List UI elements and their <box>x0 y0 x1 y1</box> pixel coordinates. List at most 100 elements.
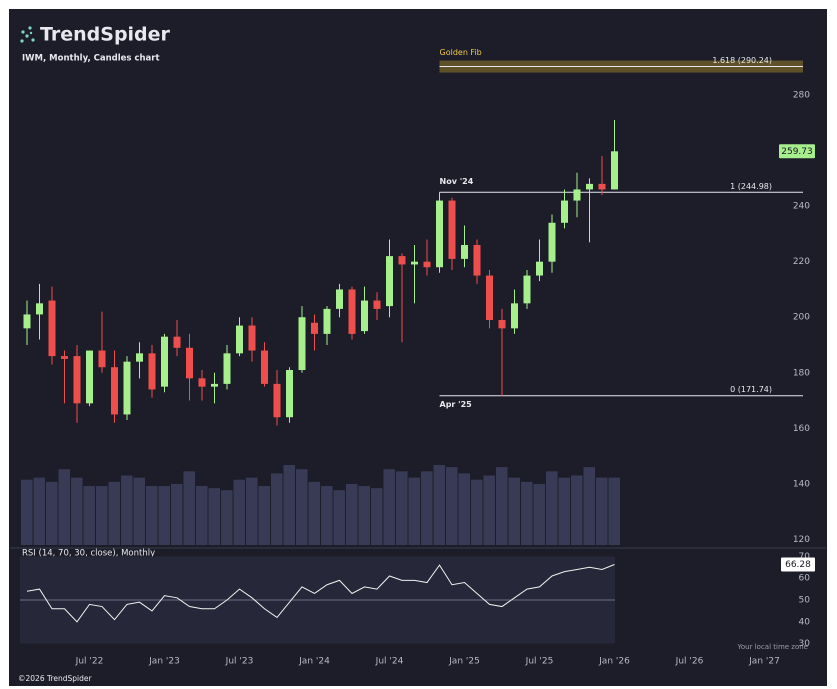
rsi-tick-label: 40 <box>799 617 811 627</box>
candle-body <box>461 245 468 259</box>
candle-body <box>598 183 606 190</box>
volume-bar <box>283 465 295 545</box>
volume-bar <box>383 469 395 545</box>
fib-label: 1.618 (290.24) <box>712 56 772 65</box>
candle-body <box>236 325 243 354</box>
volume-bar <box>521 481 533 545</box>
candle-body <box>523 275 531 304</box>
candle-body <box>548 222 556 262</box>
volume-bar <box>158 486 170 545</box>
candle-body <box>61 356 68 359</box>
candle-body <box>411 261 418 265</box>
volume-bar <box>533 483 545 545</box>
candle-body <box>211 383 218 387</box>
fib-label: 1 (244.98) <box>730 182 772 191</box>
y-tick-label: 240 <box>793 202 810 212</box>
candle-body <box>86 350 93 404</box>
copyright: ©2026 TrendSpider <box>18 674 92 683</box>
volume-bar <box>558 477 570 545</box>
volume-bar <box>596 477 608 545</box>
y-tick-label: 220 <box>793 257 810 267</box>
x-tick-label: Jul '25 <box>525 657 554 667</box>
candle-body <box>273 383 281 418</box>
x-tick-label: Jan '24 <box>298 657 330 667</box>
candle-body <box>123 361 131 415</box>
volume-bar <box>508 477 520 545</box>
rsi-last-label: 66.28 <box>785 560 811 570</box>
volume-bar <box>333 490 345 545</box>
volume-bar <box>33 477 45 545</box>
x-tick-label: Jan '25 <box>448 657 480 667</box>
volume-bar <box>546 471 558 545</box>
volume-bar <box>121 475 133 545</box>
volume-bar <box>458 473 470 545</box>
rsi-tick-label: 70 <box>799 552 811 562</box>
volume-bar <box>146 486 158 545</box>
candle-body <box>36 303 43 315</box>
candle-body <box>98 350 106 368</box>
volume-bar <box>271 473 283 545</box>
volume-bar <box>171 483 183 545</box>
volume-bar <box>446 467 458 545</box>
chart-title: IWM, Monthly, Candles chart <box>22 54 160 64</box>
candle-body <box>498 320 506 329</box>
candle-body <box>511 303 518 329</box>
candle-body <box>298 317 306 370</box>
x-tick-label: Jul '23 <box>225 657 254 667</box>
last-price-label: 259.73 <box>781 147 813 157</box>
volume-bar <box>308 481 320 545</box>
volume-bar <box>421 471 433 545</box>
last-price-box <box>779 144 815 159</box>
volume-bar <box>483 475 495 545</box>
volume-bar <box>58 469 70 545</box>
volume-bar <box>196 486 208 545</box>
candle-body <box>111 367 118 415</box>
candle-body <box>373 300 381 309</box>
fib-start-label: Nov '24 <box>440 177 474 186</box>
candle-body <box>561 200 568 223</box>
timezone-note: Your local time zone <box>737 643 808 651</box>
candle-body <box>486 275 493 320</box>
volume-bar <box>46 481 58 545</box>
candle-body <box>398 256 406 265</box>
rsi-line <box>26 564 615 623</box>
candle-body <box>336 289 343 309</box>
candle-body <box>323 308 331 334</box>
rsi-tick-label: 60 <box>799 574 811 584</box>
candle-body <box>586 183 593 190</box>
logo-icon <box>20 26 35 43</box>
volume-bar <box>183 471 195 545</box>
volume-bar <box>96 486 108 545</box>
candle-body <box>473 245 481 276</box>
candle-body <box>348 289 356 334</box>
volume-bar <box>358 486 370 545</box>
volume-bar <box>246 477 258 545</box>
x-tick-label: Jul '22 <box>75 657 104 667</box>
candle-body <box>436 200 443 268</box>
golden-fib-title: Golden Fib <box>440 48 482 57</box>
candle-body <box>223 353 231 384</box>
y-tick-label: 280 <box>793 91 810 101</box>
y-tick-label: 180 <box>793 368 810 378</box>
volume-bar <box>221 490 233 545</box>
candle-body <box>286 370 293 418</box>
volume-bar <box>396 471 408 545</box>
volume-bar <box>583 467 595 545</box>
volume-bar <box>21 479 33 545</box>
y-tick-label: 200 <box>793 313 810 323</box>
rsi-title: RSI (14, 70, 30, close), Monthly <box>22 549 155 559</box>
x-tick-label: Jan '26 <box>598 657 630 667</box>
candle-body <box>423 261 431 268</box>
x-tick-label: Jul '26 <box>675 657 704 667</box>
candle-body <box>611 151 618 190</box>
candle-body <box>23 314 31 329</box>
volume-bar <box>83 486 95 545</box>
candle-body <box>361 300 368 332</box>
brand: TrendSpider <box>40 24 171 46</box>
volume-bar <box>108 481 120 545</box>
rsi-tick-label: 50 <box>799 596 811 606</box>
candle-body <box>573 189 581 201</box>
volume-bar <box>433 465 445 545</box>
candle-body <box>73 356 81 404</box>
y-tick-label: 140 <box>793 479 810 489</box>
